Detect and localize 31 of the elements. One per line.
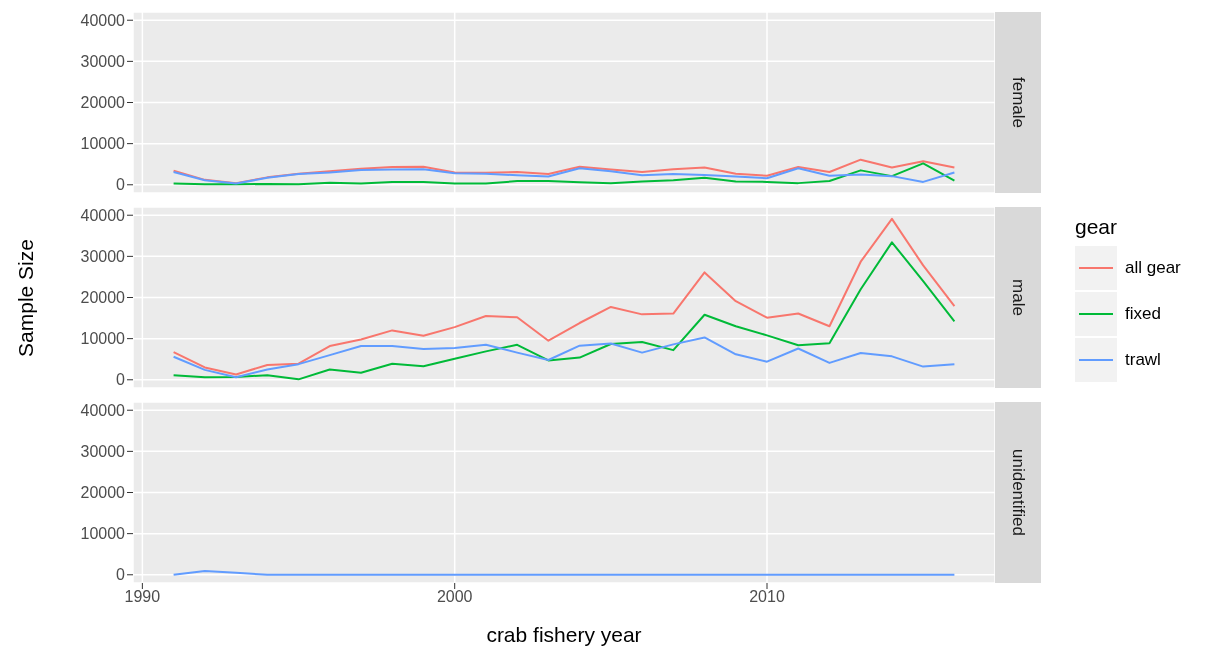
x-tick-label: 2000	[436, 588, 473, 606]
legend-label: fixed	[1125, 304, 1161, 324]
y-tick-label: 20000	[80, 94, 126, 112]
legend-title: gear	[1075, 215, 1119, 239]
line-series	[172, 336, 956, 379]
x-tick-label: 1990	[124, 588, 161, 606]
y-tick-label: 30000	[80, 53, 126, 71]
y-tick-label: 30000	[80, 248, 126, 266]
line-series	[172, 217, 956, 376]
y-tick-label: 40000	[80, 206, 126, 224]
x-tick-label: 2010	[749, 588, 785, 606]
line-series	[172, 167, 956, 185]
y2-axis-title: unidentified	[1008, 449, 1028, 536]
y-tick-label: 0	[116, 371, 126, 389]
y-tick-label: 40000	[80, 11, 126, 29]
y-tick-label: 20000	[80, 484, 126, 502]
y-tick-label: 10000	[80, 135, 126, 153]
y-tick-label: 0	[116, 176, 126, 194]
x-axis-title: crab fishery year	[485, 623, 643, 647]
legend-label: all gear	[1125, 258, 1181, 278]
y-tick-label: 30000	[80, 443, 126, 461]
y2-axis-title: female	[1008, 76, 1028, 129]
legend-label: trawl	[1125, 350, 1161, 370]
y-tick-label: 10000	[80, 525, 126, 543]
y-tick-label: 20000	[80, 289, 126, 307]
line-series	[172, 241, 956, 381]
y-tick-label: 40000	[80, 401, 126, 419]
y-tick-label: 0	[116, 566, 126, 584]
y-tick-label: 10000	[80, 330, 126, 348]
y2-axis-title: male	[1008, 279, 1028, 316]
y-axis-title: Sample Size	[14, 238, 38, 357]
